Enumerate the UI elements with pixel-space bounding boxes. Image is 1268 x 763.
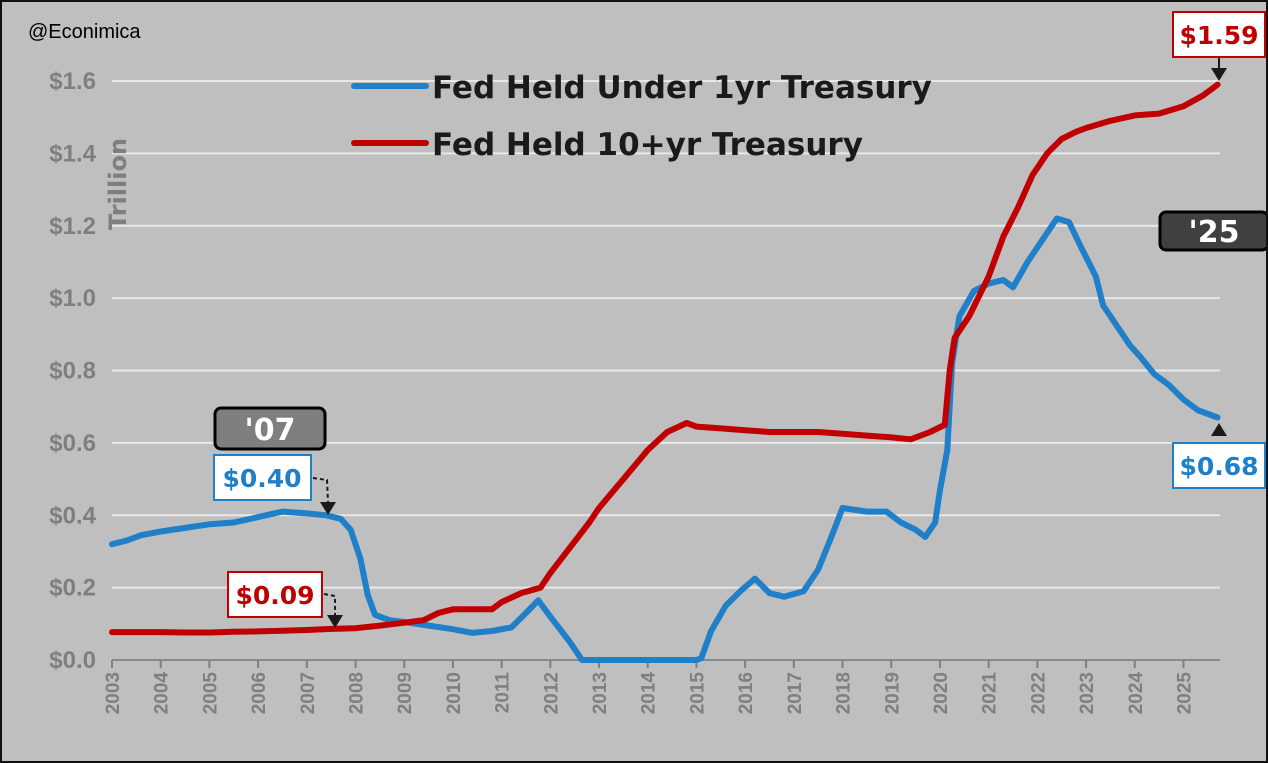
y-tick-label: $0.2 (49, 575, 96, 602)
series-lines (109, 81, 1221, 663)
callout-arrow-blue-2007 (312, 477, 329, 503)
x-tick-label: 2007 (298, 672, 319, 714)
callout-blue-2025: $0.68 (1172, 423, 1266, 489)
year-label-2025: '25 (1158, 210, 1266, 252)
callout-box-blue-2025 (1172, 442, 1266, 489)
x-tick-label: 2008 (347, 672, 368, 714)
y-tick-label: $0.4 (49, 502, 96, 529)
callout-text-blue-2025: $0.68 (1179, 452, 1258, 481)
x-tick-label: 2013 (590, 672, 611, 714)
callout-box-red-2007 (227, 571, 323, 618)
callout-text-red-2025: $1.59 (1179, 21, 1258, 50)
x-tick-label: 2020 (931, 672, 952, 714)
legend: Fed Held Under 1yr Treasury Fed Held 10+… (351, 70, 932, 163)
legend-label-under-1yr: Fed Held Under 1yr Treasury (432, 70, 932, 106)
x-tick-label: 2023 (1077, 672, 1098, 714)
series-line-10plus-yr (109, 81, 1221, 636)
year-box-2007 (213, 406, 327, 451)
callout-box-blue-2007 (213, 454, 312, 501)
y-tick-label: $1.2 (49, 213, 96, 240)
y-tick-label: $1.0 (49, 285, 96, 312)
y-tick-label: $0.6 (49, 430, 96, 457)
x-tick-label: 2011 (493, 672, 514, 714)
year-box-2025 (1158, 210, 1266, 252)
x-tick-label: 2024 (1126, 672, 1147, 715)
y-tick-label: $0.8 (49, 358, 96, 385)
callout-arrowhead-blue-2007 (320, 502, 336, 515)
x-tick-label: 2025 (1174, 672, 1195, 715)
x-tick-label: 2010 (444, 672, 465, 714)
year-label-2007: '07 (213, 406, 327, 451)
x-tick-label: 2004 (152, 672, 173, 715)
year-text-2025: '25 (1189, 215, 1240, 250)
year-text-2007: '07 (245, 413, 296, 448)
callout-text-red-2007: $0.09 (235, 581, 314, 610)
x-tick-label: 2019 (882, 672, 903, 714)
callout-arrowhead-blue-2025 (1211, 423, 1227, 436)
x-tick-label: 2015 (687, 672, 708, 715)
y-tick-label: $1.4 (49, 140, 96, 167)
y-axis-ticks: $0.0 $0.2 $0.4 $0.6 $0.8 $1.0 $1.2 $1.4 $1.6 (49, 68, 96, 674)
series-line-under-1yr (109, 215, 1221, 663)
x-tick-label: 2014 (639, 672, 660, 715)
watermark-text: @Econimica (28, 21, 141, 43)
legend-label-10plus-yr: Fed Held 10+yr Treasury (432, 127, 863, 163)
y-tick-label: $1.6 (49, 68, 96, 95)
callout-blue-2007: $0.40 (213, 454, 336, 515)
x-tick-label: 2022 (1028, 672, 1049, 714)
callout-box-red-2025 (1172, 11, 1266, 58)
callout-arrowhead-red-2007 (327, 615, 343, 628)
x-tick-label: 2016 (736, 672, 757, 714)
y-tick-label: $0.0 (49, 647, 96, 674)
callout-text-blue-2007: $0.40 (222, 464, 301, 493)
callout-arrow-red-2007 (323, 593, 336, 615)
x-tick-label: 2003 (103, 672, 124, 714)
x-tick-label: 2005 (200, 672, 221, 715)
callout-red-2007: $0.09 (227, 571, 343, 628)
x-tick-label: 2012 (541, 672, 562, 714)
callout-arrowhead-red-2025 (1211, 68, 1227, 81)
callout-red-2025: $1.59 (1172, 11, 1266, 81)
x-axis-ticks: 2003 2004 2005 2006 2007 2008 2009 2010 2011 2012… (103, 660, 1195, 714)
x-tick-label: 2006 (249, 672, 270, 714)
x-tick-label: 2021 (980, 672, 1001, 715)
x-tick-label: 2009 (395, 672, 416, 714)
y-axis-title: Trillion (104, 138, 132, 230)
x-tick-label: 2017 (785, 672, 806, 714)
x-tick-label: 2018 (834, 672, 855, 714)
